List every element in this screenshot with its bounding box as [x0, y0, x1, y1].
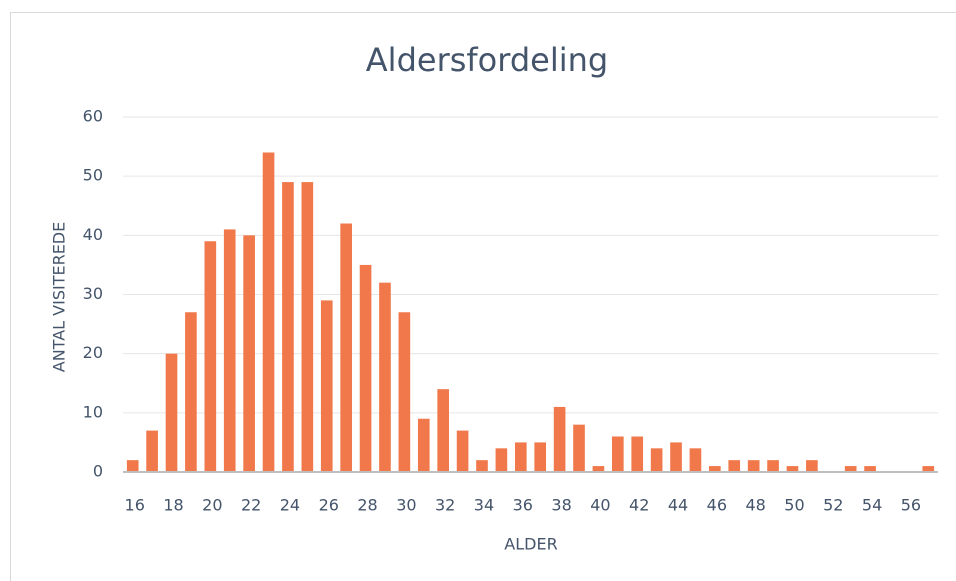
bar	[398, 312, 411, 472]
x-tick-label: 46	[707, 496, 727, 515]
x-tick-label: 16	[125, 496, 145, 515]
bar	[320, 300, 333, 472]
y-axis-label: ANTAL VISITEREDE	[50, 222, 69, 372]
bar	[301, 182, 314, 473]
bar	[359, 264, 372, 472]
chart-title: Aldersfordeling	[366, 41, 608, 79]
bar	[573, 424, 585, 472]
bar	[126, 460, 139, 472]
bar	[631, 436, 644, 472]
bar	[922, 466, 935, 472]
bar	[185, 312, 197, 472]
bar	[514, 442, 527, 472]
y-tick-label: 40	[83, 225, 103, 244]
bar	[379, 282, 391, 472]
bar	[709, 466, 721, 472]
x-tick-label: 50	[784, 496, 804, 515]
x-tick-label: 48	[745, 496, 765, 515]
bar	[340, 223, 352, 472]
y-tick-label: 20	[83, 343, 103, 362]
x-tick-label: 22	[241, 496, 261, 515]
bar	[767, 460, 779, 472]
y-tick-label: 50	[83, 166, 103, 185]
x-tick-label: 18	[163, 496, 183, 515]
y-tick-label: 0	[93, 462, 103, 481]
bar	[786, 466, 799, 472]
x-tick-label: 56	[901, 496, 921, 515]
y-tick-label: 30	[83, 284, 103, 303]
bar	[612, 436, 624, 472]
chart-frame	[10, 12, 956, 581]
bar	[165, 353, 178, 472]
x-tick-label: 34	[474, 496, 494, 515]
x-axis-label: ALDER	[504, 535, 557, 554]
x-tick-label: 30	[396, 496, 416, 515]
y-tick-label: 60	[83, 107, 103, 126]
bar	[476, 460, 488, 472]
bar	[262, 152, 275, 472]
bar	[146, 430, 158, 472]
bar	[689, 448, 702, 472]
x-tick-label: 28	[357, 496, 377, 515]
bar	[243, 235, 255, 472]
x-tick-label: 44	[668, 496, 688, 515]
bar	[806, 460, 818, 472]
x-tick-label: 38	[551, 496, 571, 515]
bar	[282, 182, 294, 473]
bar	[495, 448, 508, 472]
bar	[728, 460, 741, 472]
bar	[437, 389, 449, 472]
bar	[534, 442, 547, 472]
bar	[864, 466, 876, 472]
bar	[204, 241, 217, 472]
x-tick-label: 52	[823, 496, 843, 515]
bar	[592, 466, 605, 472]
bar	[650, 448, 663, 472]
bar	[670, 442, 682, 472]
x-tick-label: 40	[590, 496, 610, 515]
bar	[844, 466, 857, 472]
x-tick-label: 54	[862, 496, 882, 515]
bar	[553, 406, 566, 472]
bar	[747, 460, 760, 472]
y-tick-label: 10	[83, 402, 103, 421]
x-tick-label: 24	[280, 496, 300, 515]
x-tick-label: 20	[202, 496, 222, 515]
bar	[456, 430, 469, 472]
x-tick-label: 26	[319, 496, 339, 515]
bar	[223, 229, 236, 472]
bar	[417, 418, 430, 472]
x-tick-label: 32	[435, 496, 455, 515]
x-tick-label: 36	[513, 496, 533, 515]
x-tick-label: 42	[629, 496, 649, 515]
